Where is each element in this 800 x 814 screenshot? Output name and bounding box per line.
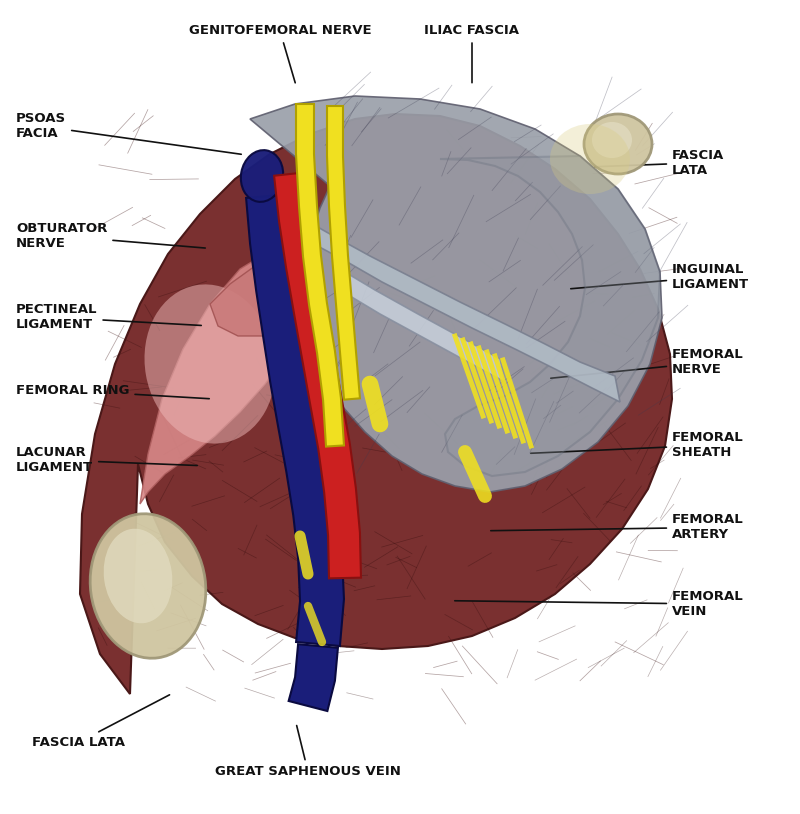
Text: FEMORAL
ARTERY: FEMORAL ARTERY [490,514,744,541]
Text: FEMORAL
SHEATH: FEMORAL SHEATH [530,431,744,459]
Text: INGUINAL
LIGAMENT: INGUINAL LIGAMENT [570,263,749,291]
Text: FASCIA LATA: FASCIA LATA [32,695,170,749]
Polygon shape [210,262,310,336]
Text: FEMORAL RING: FEMORAL RING [16,384,210,399]
Ellipse shape [104,529,172,624]
Polygon shape [327,106,360,400]
Text: FEMORAL
VEIN: FEMORAL VEIN [454,590,744,618]
Text: FEMORAL
NERVE: FEMORAL NERVE [550,348,744,379]
Polygon shape [246,194,344,646]
Polygon shape [296,104,344,447]
Ellipse shape [241,150,283,202]
Ellipse shape [90,514,206,659]
Ellipse shape [145,284,275,444]
Text: GENITOFEMORAL NERVE: GENITOFEMORAL NERVE [189,24,371,83]
Text: LACUNAR
LIGAMENT: LACUNAR LIGAMENT [16,446,198,474]
Polygon shape [274,173,361,579]
Text: FASCIA
LATA: FASCIA LATA [594,149,724,177]
Text: OBTURATOR
NERVE: OBTURATOR NERVE [16,222,206,250]
Text: ILIAC FASCIA: ILIAC FASCIA [425,24,519,83]
Polygon shape [140,252,312,504]
Polygon shape [440,156,660,476]
Ellipse shape [592,122,632,158]
Polygon shape [298,216,620,402]
Text: GREAT SAPHENOUS VEIN: GREAT SAPHENOUS VEIN [215,725,401,778]
Text: PSOAS
FACIA: PSOAS FACIA [16,112,242,155]
Text: PECTINEAL
LIGAMENT: PECTINEAL LIGAMENT [16,304,202,331]
Polygon shape [80,114,672,694]
Polygon shape [335,266,505,382]
Polygon shape [250,96,662,492]
Ellipse shape [584,114,652,174]
Polygon shape [289,644,338,711]
Ellipse shape [550,124,630,194]
